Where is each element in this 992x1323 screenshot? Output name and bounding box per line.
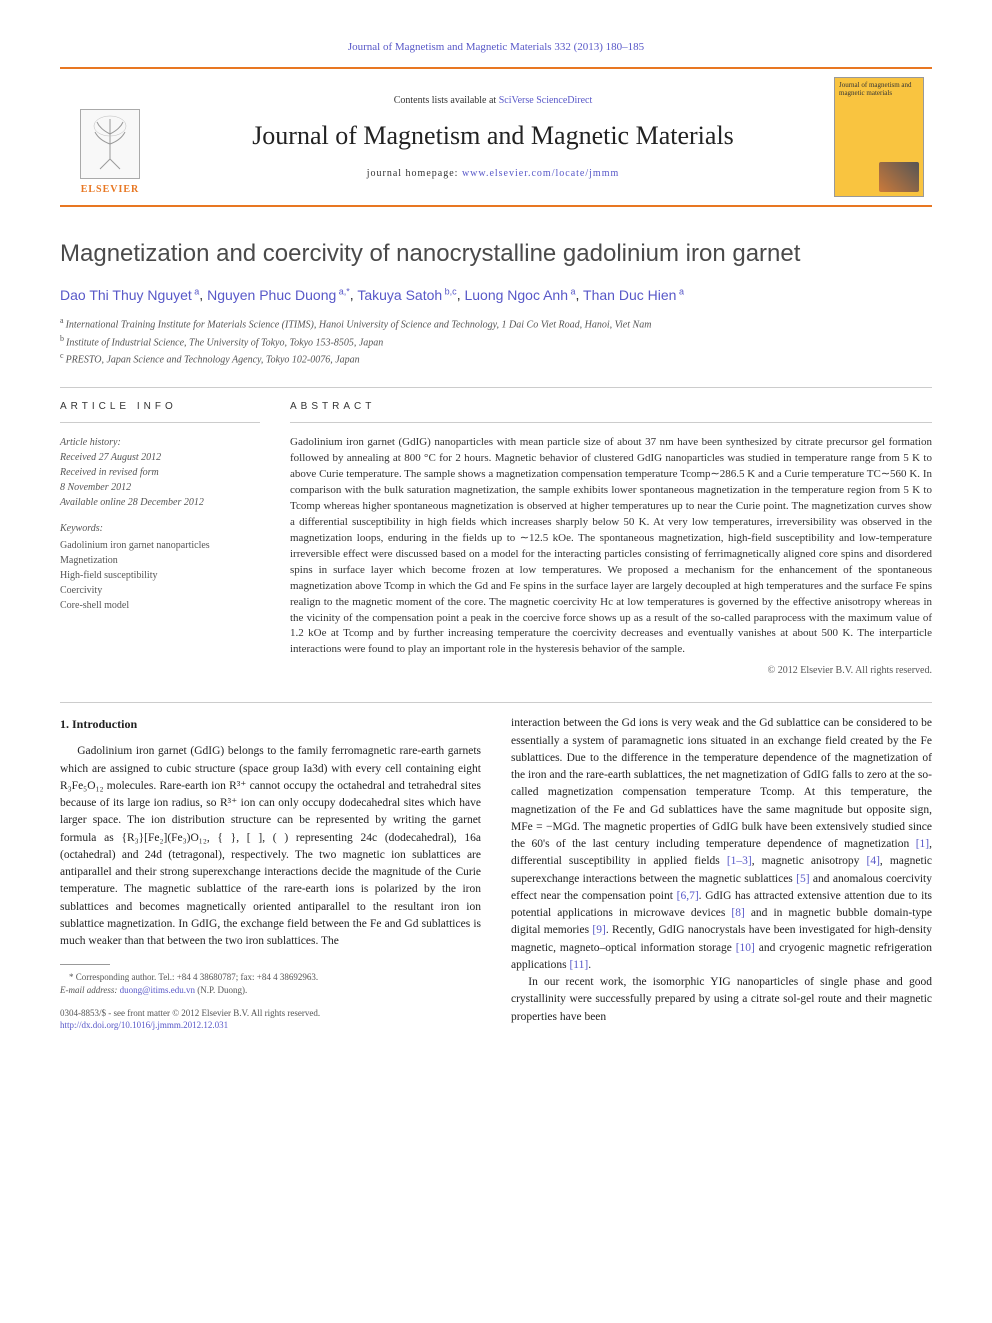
reference-link[interactable]: [6,7] xyxy=(677,890,699,902)
author-link[interactable]: Takuya Satoh xyxy=(357,287,442,303)
divider xyxy=(60,702,932,703)
cover-title: Journal of magnetism and magnetic materi… xyxy=(839,82,919,97)
divider xyxy=(60,422,260,423)
keywords-list: Gadolinium iron garnet nanoparticlesMagn… xyxy=(60,538,260,613)
author-affiliation-sup: a xyxy=(568,286,576,296)
affiliations: a International Training Institute for M… xyxy=(60,315,932,367)
article-info-head: ARTICLE INFO xyxy=(60,400,260,414)
reference-link[interactable]: [9] xyxy=(592,924,605,936)
author-affiliation-sup: a xyxy=(192,286,200,296)
abstract-head: ABSTRACT xyxy=(290,400,932,414)
sciverse-link[interactable]: SciVerse ScienceDirect xyxy=(499,95,593,106)
author-link[interactable]: Nguyen Phuc Duong xyxy=(207,287,336,303)
cover-art-icon xyxy=(879,162,919,192)
corresponding-email-link[interactable]: duong@itims.edu.vn xyxy=(120,985,195,995)
reference-link[interactable]: [10] xyxy=(736,942,755,954)
corresponding-author-footnote: * Corresponding author. Tel.: +84 4 3868… xyxy=(60,971,481,996)
intro-paragraph-2: In our recent work, the isomorphic YIG n… xyxy=(511,974,932,1026)
intro-paragraph-1-cont: interaction between the Gd ions is very … xyxy=(511,715,932,974)
reference-link[interactable]: [11] xyxy=(569,959,588,971)
intro-paragraph-1: Gadolinium iron garnet (GdIG) belongs to… xyxy=(60,743,481,950)
journal-citation-link[interactable]: Journal of Magnetism and Magnetic Materi… xyxy=(60,40,932,55)
author-affiliation-sup: a,* xyxy=(336,286,350,296)
journal-masthead: ELSEVIER Contents lists available at Sci… xyxy=(60,67,932,207)
divider xyxy=(60,387,932,388)
doi-block: 0304-8853/$ - see front matter © 2012 El… xyxy=(60,1007,481,1032)
authors-line: Dao Thi Thuy Nguyet a, Nguyen Phuc Duong… xyxy=(60,285,932,305)
journal-homepage-line: journal homepage: www.elsevier.com/locat… xyxy=(367,167,620,181)
elsevier-logo[interactable]: ELSEVIER xyxy=(60,69,160,205)
author-link[interactable]: Dao Thi Thuy Nguyet xyxy=(60,287,192,303)
article-history: Article history: Received 27 August 2012… xyxy=(60,435,260,510)
reference-link[interactable]: [1] xyxy=(916,838,929,850)
abstract-copyright: © 2012 Elsevier B.V. All rights reserved… xyxy=(290,664,932,678)
journal-homepage-link[interactable]: www.elsevier.com/locate/jmmm xyxy=(462,168,619,179)
body-column-left: 1. Introduction Gadolinium iron garnet (… xyxy=(60,715,481,1031)
journal-cover-thumbnail[interactable]: Journal of magnetism and magnetic materi… xyxy=(834,77,924,197)
divider xyxy=(290,422,932,423)
body-column-right: interaction between the Gd ions is very … xyxy=(511,715,932,1031)
doi-link[interactable]: http://dx.doi.org/10.1016/j.jmmm.2012.12… xyxy=(60,1020,228,1030)
keywords-head: Keywords: xyxy=(60,522,260,536)
author-affiliation-sup: a xyxy=(676,286,684,296)
reference-link[interactable]: [4] xyxy=(867,855,880,867)
abstract-column: ABSTRACT Gadolinium iron garnet (GdIG) n… xyxy=(290,400,932,678)
abstract-text: Gadolinium iron garnet (GdIG) nanopartic… xyxy=(290,435,932,658)
footnote-separator xyxy=(60,964,110,965)
article-title: Magnetization and coercivity of nanocrys… xyxy=(60,237,932,271)
reference-link[interactable]: [8] xyxy=(731,907,744,919)
article-info-column: ARTICLE INFO Article history: Received 2… xyxy=(60,400,260,678)
journal-name: Journal of Magnetism and Magnetic Materi… xyxy=(252,118,734,154)
author-affiliation-sup: b,c xyxy=(442,286,457,296)
elsevier-tree-icon xyxy=(80,109,140,179)
author-link[interactable]: Luong Ngoc Anh xyxy=(464,287,568,303)
author-link[interactable]: Than Duc Hien xyxy=(583,287,676,303)
contents-available-text: Contents lists available at SciVerse Sci… xyxy=(394,94,593,108)
elsevier-wordmark: ELSEVIER xyxy=(81,183,140,197)
reference-link[interactable]: [1–3] xyxy=(727,855,752,867)
reference-link[interactable]: [5] xyxy=(796,873,809,885)
section-1-head: 1. Introduction xyxy=(60,715,481,733)
